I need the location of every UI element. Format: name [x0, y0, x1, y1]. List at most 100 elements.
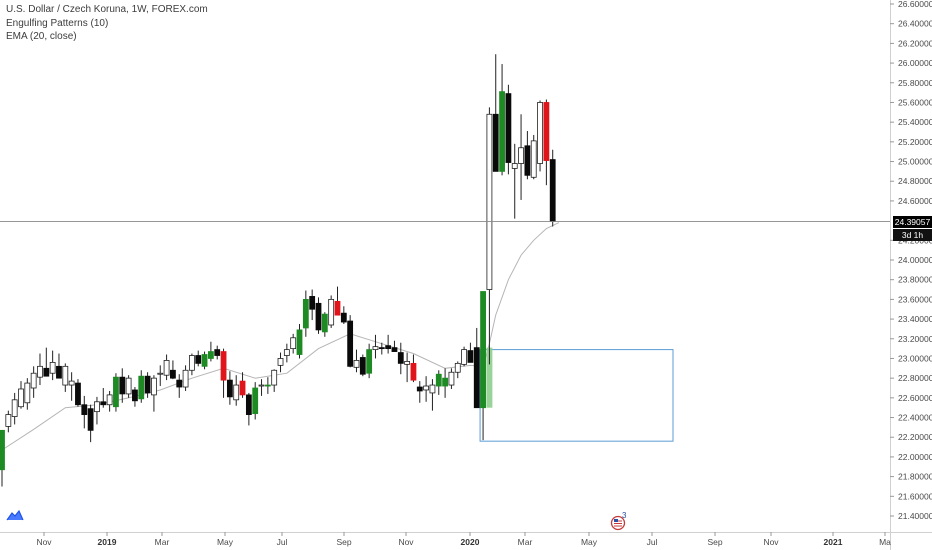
candle[interactable]: [290, 333, 297, 354]
candle[interactable]: [340, 306, 347, 324]
indicator-ema-label[interactable]: EMA (20, close): [6, 31, 77, 42]
candle-body: [442, 377, 449, 387]
candle[interactable]: [188, 353, 195, 376]
candle[interactable]: [37, 353, 43, 386]
candle[interactable]: [81, 395, 88, 429]
candle[interactable]: [245, 392, 252, 426]
candle[interactable]: [277, 352, 284, 373]
candle[interactable]: [537, 100, 543, 172]
candle[interactable]: [100, 388, 107, 408]
candle[interactable]: [132, 387, 138, 407]
candle[interactable]: [334, 286, 341, 316]
candle[interactable]: [239, 372, 246, 398]
candle[interactable]: [226, 371, 233, 405]
candle[interactable]: [309, 289, 316, 321]
candle-body: [37, 365, 43, 378]
candle[interactable]: [233, 375, 240, 406]
candle[interactable]: [429, 379, 436, 411]
candle[interactable]: [56, 353, 62, 379]
candle[interactable]: [113, 373, 119, 412]
candle[interactable]: [94, 396, 100, 425]
candle[interactable]: [252, 382, 259, 420]
candle[interactable]: [138, 370, 145, 403]
candle[interactable]: [214, 345, 221, 360]
price-tick-label: 23.20000: [898, 334, 932, 344]
time-tick-label: 2020: [461, 537, 480, 547]
candle[interactable]: [378, 342, 385, 355]
candle[interactable]: [530, 134, 537, 180]
candle[interactable]: [302, 290, 309, 337]
candle[interactable]: [518, 114, 524, 200]
candle[interactable]: [18, 381, 24, 409]
tradingview-logo-icon[interactable]: [6, 508, 24, 522]
candle[interactable]: [353, 349, 360, 373]
candle[interactable]: [467, 342, 474, 363]
candle[interactable]: [62, 363, 69, 392]
candle[interactable]: [549, 149, 556, 227]
candle-body: [258, 384, 265, 387]
candle[interactable]: [442, 368, 449, 398]
candle[interactable]: [492, 54, 499, 172]
candle[interactable]: [49, 350, 56, 381]
candle[interactable]: [423, 376, 430, 402]
candle[interactable]: [24, 378, 31, 410]
candle[interactable]: [397, 342, 404, 375]
candle[interactable]: [505, 84, 512, 175]
candle[interactable]: [264, 377, 271, 394]
drawn-rectangle[interactable]: [479, 349, 674, 442]
candle[interactable]: [524, 131, 531, 180]
candle[interactable]: [359, 354, 366, 377]
candle[interactable]: [347, 315, 354, 368]
candle[interactable]: [461, 346, 467, 367]
candle[interactable]: [271, 369, 278, 392]
candle[interactable]: [372, 334, 379, 359]
candle[interactable]: [87, 404, 94, 443]
candle[interactable]: [296, 324, 303, 359]
candle[interactable]: [315, 297, 322, 334]
candle[interactable]: [119, 368, 126, 403]
candle[interactable]: [176, 374, 183, 398]
candle[interactable]: [480, 291, 486, 441]
earnings-flag-icon[interactable]: 3: [610, 511, 628, 531]
candle[interactable]: [258, 379, 265, 396]
candle-body: [157, 372, 164, 375]
candle[interactable]: [207, 341, 214, 362]
candle[interactable]: [473, 327, 480, 409]
candle[interactable]: [385, 334, 392, 354]
candle[interactable]: [416, 381, 423, 403]
candle[interactable]: [182, 365, 189, 391]
candle[interactable]: [543, 99, 550, 186]
candle[interactable]: [163, 354, 170, 381]
candle[interactable]: [68, 372, 75, 401]
candle[interactable]: [195, 350, 202, 367]
candle[interactable]: [0, 429, 5, 487]
candle[interactable]: [454, 361, 461, 379]
candle[interactable]: [75, 379, 81, 407]
candle[interactable]: [157, 365, 164, 387]
candle[interactable]: [220, 348, 227, 398]
candle[interactable]: [5, 410, 12, 433]
candle[interactable]: [486, 107, 493, 365]
indicator-engulfing-label[interactable]: Engulfing Patterns (10): [6, 18, 109, 29]
candle[interactable]: [435, 370, 442, 395]
candle[interactable]: [170, 360, 176, 380]
candle[interactable]: [201, 351, 208, 370]
candle[interactable]: [410, 354, 417, 383]
candle[interactable]: [43, 347, 50, 377]
candle[interactable]: [125, 375, 132, 398]
candle[interactable]: [106, 390, 113, 412]
candle[interactable]: [511, 143, 518, 219]
candle[interactable]: [499, 64, 505, 176]
candle[interactable]: [404, 352, 411, 383]
candle[interactable]: [328, 295, 335, 328]
candle[interactable]: [366, 343, 373, 379]
candle[interactable]: [30, 366, 37, 398]
candle[interactable]: [321, 312, 328, 337]
candle[interactable]: [448, 368, 455, 389]
candle[interactable]: [391, 340, 398, 352]
candle[interactable]: [151, 375, 157, 412]
candle[interactable]: [283, 343, 290, 363]
candle[interactable]: [11, 392, 18, 425]
candle[interactable]: [144, 372, 151, 398]
